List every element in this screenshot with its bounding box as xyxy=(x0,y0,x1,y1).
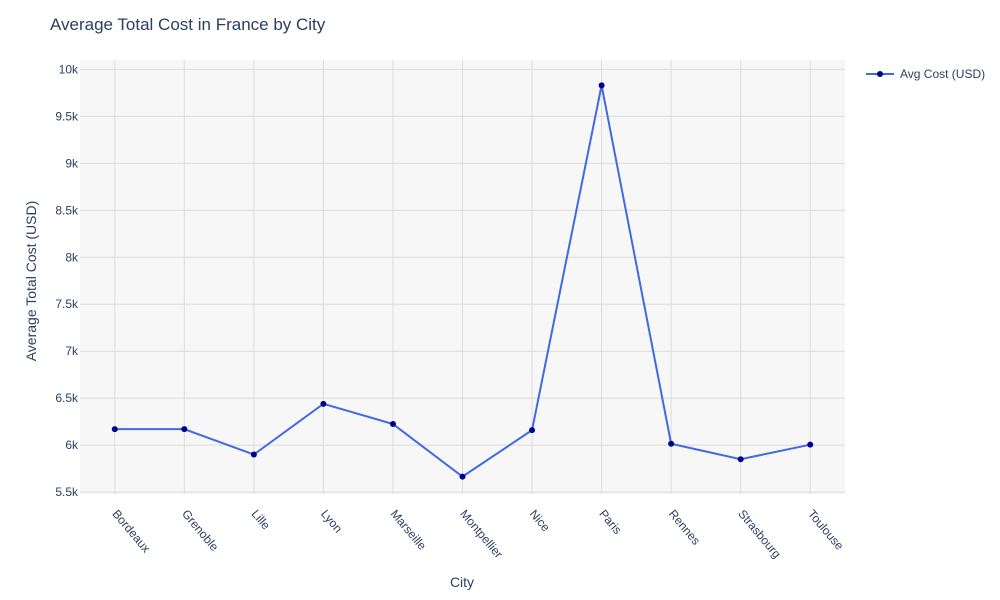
y-tick-label: 7k xyxy=(65,344,79,358)
data-point[interactable] xyxy=(111,426,118,433)
data-point[interactable] xyxy=(181,426,188,433)
x-tick-label: Rennes xyxy=(666,507,703,548)
y-tick-label: 9k xyxy=(65,156,79,170)
x-tick-label: Toulouse xyxy=(805,507,847,553)
x-tick-label: Bordeaux xyxy=(109,507,153,555)
y-tick-label: 8k xyxy=(65,250,79,264)
y-tick-label: 5.5k xyxy=(55,485,79,499)
data-point[interactable] xyxy=(320,400,327,407)
x-tick-label: Montpellier xyxy=(457,507,505,561)
x-tick-label: Paris xyxy=(596,507,624,537)
x-axis-ticks: Bordeaux Grenoble Lille Lyon Marseille Montpe… xyxy=(109,507,846,561)
data-point[interactable] xyxy=(807,441,814,448)
y-axis-ticks: 5.5k 6k 6.5k 7k 7.5k 8k 8.5k 9k 9.5k 10k xyxy=(55,62,79,499)
x-tick-label: Lille xyxy=(249,507,274,533)
y-tick-label: 6k xyxy=(65,438,79,452)
x-axis-title: City xyxy=(450,574,474,590)
data-point[interactable] xyxy=(598,82,605,89)
y-tick-label: 8.5k xyxy=(55,203,79,217)
data-point[interactable] xyxy=(529,427,536,434)
y-tick-label: 6.5k xyxy=(55,391,79,405)
x-tick-label: Grenoble xyxy=(179,507,222,554)
legend[interactable]: Avg Cost (USD) xyxy=(866,67,985,81)
x-tick-label: Strasbourg xyxy=(735,507,783,561)
x-tick-label: Nice xyxy=(527,507,553,535)
y-tick-label: 9.5k xyxy=(55,109,79,123)
data-point[interactable] xyxy=(737,456,744,463)
data-point[interactable] xyxy=(459,473,466,480)
y-axis-title: Average Total Cost (USD) xyxy=(23,201,39,362)
x-tick-label: Marseille xyxy=(388,507,430,553)
y-tick-label: 7.5k xyxy=(55,297,79,311)
legend-marker-swatch xyxy=(877,71,883,77)
data-point[interactable] xyxy=(389,421,396,428)
x-tick-label: Lyon xyxy=(318,507,345,536)
legend-label: Avg Cost (USD) xyxy=(900,67,985,81)
series-layer xyxy=(111,82,814,480)
y-tick-label: 10k xyxy=(59,62,79,76)
data-point[interactable] xyxy=(250,451,257,458)
data-point[interactable] xyxy=(668,440,675,447)
grid-lines xyxy=(80,60,845,494)
chart-title: Average Total Cost in France by City xyxy=(50,15,326,34)
